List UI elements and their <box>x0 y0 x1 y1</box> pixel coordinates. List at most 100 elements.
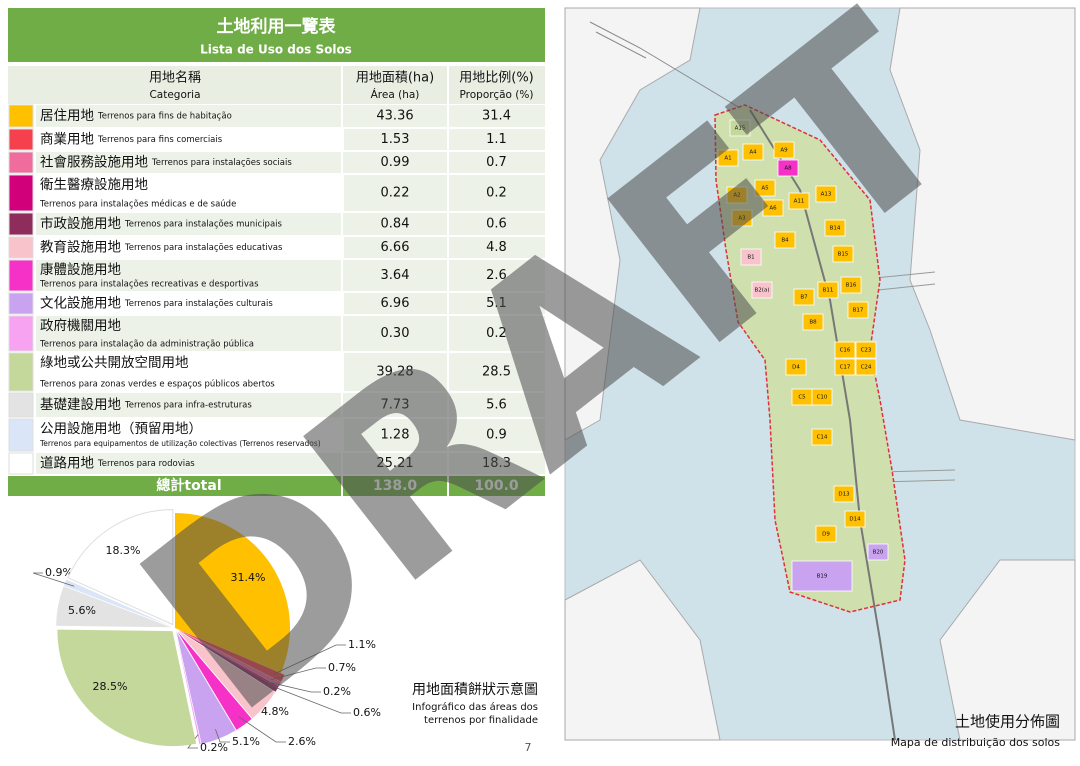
category-name-pt: Terrenos para instalação da administraçã… <box>39 340 254 350</box>
map-lot <box>777 159 799 177</box>
map-lot-label: B19 <box>817 574 828 580</box>
map-lot <box>793 288 815 306</box>
map-lot-label: B2(a) <box>755 288 770 294</box>
area-cell: 0.84 <box>381 217 410 232</box>
map-subtitle: Mapa de distribuição dos solos <box>891 736 1061 749</box>
map-lot <box>811 428 833 446</box>
title-bar <box>8 8 545 62</box>
category-name-pt: Terrenos para instalações municipais <box>124 220 283 230</box>
pct-cell: 31.4 <box>482 109 511 124</box>
map-lot <box>847 301 869 319</box>
color-swatch <box>8 392 34 418</box>
map-lot <box>855 341 877 359</box>
category-name-pt: Terrenos para instalações sociais <box>151 158 292 168</box>
row-bg <box>344 419 545 451</box>
color-swatch <box>8 128 34 151</box>
map-lot-label: A3 <box>738 216 746 222</box>
map-lot <box>726 186 748 204</box>
map-lot-label: A6 <box>769 206 777 212</box>
map-lot-label: C16 <box>840 348 851 354</box>
map-lot-label: A13 <box>821 192 832 198</box>
leader-line <box>267 684 351 714</box>
pct-cell: 4.8 <box>486 240 507 255</box>
map-lot-label: B4 <box>781 238 789 244</box>
map-lot <box>774 231 796 249</box>
pie-slice <box>57 629 197 747</box>
pie-slice <box>175 513 290 674</box>
map-lot-label: D4 <box>792 365 800 371</box>
map-lot-label: B16 <box>846 283 857 289</box>
category-name: 市政設施用地 <box>40 215 121 232</box>
map-lot <box>751 281 773 299</box>
pie-label: 2.6% <box>288 735 316 748</box>
category-name: 商業用地 <box>40 132 94 148</box>
map-lot-label: D13 <box>838 492 850 498</box>
pie-slice <box>177 631 252 730</box>
area-cell: 6.96 <box>381 296 410 311</box>
leader-line <box>273 644 346 675</box>
map-lot-label: B1 <box>747 255 754 261</box>
map-lot-label: A15 <box>735 126 746 132</box>
row-bg <box>344 105 545 127</box>
map-lot-label: B7 <box>800 295 808 301</box>
map-lot <box>867 543 889 561</box>
category-name-pt: Terrenos para equipamentos de utilização… <box>39 439 321 448</box>
map-lot <box>729 119 751 137</box>
total-bg <box>8 476 545 496</box>
pie-slice <box>67 509 174 626</box>
map-lot <box>815 525 837 543</box>
pie-label: 0.2% <box>323 685 351 698</box>
map-lot-label: B20 <box>873 550 884 556</box>
row-bg <box>344 260 545 291</box>
pie-slice <box>175 631 201 745</box>
pct-cell: 28.5 <box>482 365 511 380</box>
color-swatch <box>8 212 34 236</box>
column-header: 用地比例(%) <box>459 71 534 86</box>
map-lot-label: A8 <box>784 166 792 172</box>
category-name: 基礎建設用地 <box>40 396 121 413</box>
row-bg <box>344 237 545 258</box>
map-lot <box>762 199 784 217</box>
map-lot <box>717 149 739 167</box>
pie-label: 0.2% <box>200 741 228 754</box>
pie-label: 31.4% <box>231 571 266 584</box>
pie-slice <box>178 630 276 719</box>
map-lot-label: C5 <box>798 395 806 401</box>
pct-cell: 0.2 <box>486 186 507 201</box>
map-lot <box>833 485 855 503</box>
pie-slice <box>178 629 279 688</box>
pie-slice <box>178 630 278 692</box>
map-lot <box>855 358 877 376</box>
pie-label: 1.1% <box>348 638 376 651</box>
map-lot <box>824 219 846 237</box>
category-name-pt: Terrenos para instalações médicas e de s… <box>39 199 236 210</box>
map-lot <box>740 248 762 266</box>
map-lot <box>834 341 856 359</box>
map-lot <box>811 388 833 406</box>
category-name-pt: Terrenos para instalações culturais <box>124 299 273 309</box>
map-lot <box>815 185 837 203</box>
map-lot-label: C23 <box>861 348 872 354</box>
category-name-pt: Terrenos para infra-estruturas <box>124 401 252 411</box>
area-cell: 1.28 <box>381 428 410 443</box>
header-bg <box>8 66 545 104</box>
row-bg <box>344 152 545 173</box>
area-cell: 6.66 <box>381 240 410 255</box>
map: A1 A2 A3 A4 A5 A6 A8 A9 A11 A13 A15 B1 B2(a) B4 B7 B8 B1… <box>564 7 1076 741</box>
area-cell: 0.99 <box>381 155 410 170</box>
pie-label: 0.9% <box>45 566 73 579</box>
category-name: 衛生醫療設施用地 <box>40 176 148 193</box>
map-lot-label: A1 <box>724 156 731 162</box>
map-lot-label: C10 <box>817 395 828 401</box>
table-title: 土地利用一覽表 <box>217 16 337 37</box>
map-lot <box>742 143 764 161</box>
map-lot <box>840 276 862 294</box>
area-cell: 0.22 <box>381 186 410 201</box>
color-swatch <box>8 174 34 212</box>
category-name: 教育設施用地 <box>40 240 121 256</box>
pie-subtitle: terrenos por finalidade <box>424 715 538 726</box>
area-cell: 0.30 <box>381 326 410 341</box>
map-lot-label: B14 <box>830 226 841 232</box>
map-lot <box>834 358 856 376</box>
leader-line <box>269 681 321 693</box>
